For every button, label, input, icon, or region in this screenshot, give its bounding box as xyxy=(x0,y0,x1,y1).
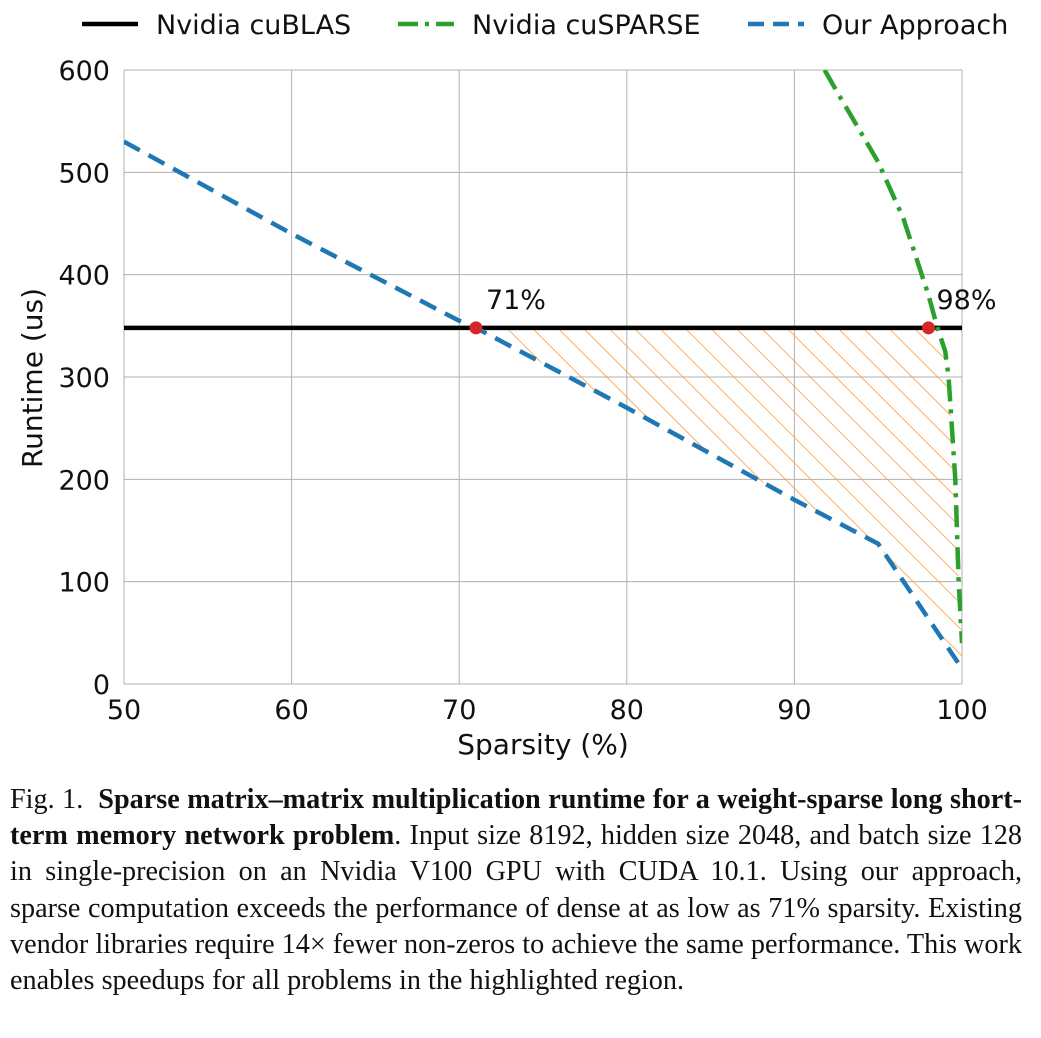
y-tick-label: 400 xyxy=(58,261,110,292)
x-tick-label: 60 xyxy=(274,695,308,726)
y-tick-label: 0 xyxy=(93,670,110,701)
highlighted-region xyxy=(475,325,962,669)
series-line-nvidia-cusparse xyxy=(822,70,962,644)
caption-prefix: Fig. 1. xyxy=(10,784,84,815)
caption-title: Sparse matrix–matrix multiplication runt… xyxy=(10,784,1022,852)
y-axis-label: Runtime (us) xyxy=(16,288,49,468)
y-tick-label: 500 xyxy=(58,158,110,189)
highlighted-region-fill xyxy=(475,325,962,669)
y-tick-label: 300 xyxy=(58,363,110,394)
x-tick-label: 50 xyxy=(107,695,141,726)
legend: Nvidia cuBLAS Nvidia cuSPARSE Our Approach xyxy=(82,10,1008,41)
y-tick-label: 100 xyxy=(58,568,110,599)
figure-caption: Fig. 1. Sparse matrix–matrix multiplicat… xyxy=(10,782,1022,999)
legend-label: Nvidia cuSPARSE xyxy=(472,10,701,41)
caption-text: . Input size 8192, hidden size 2048, and… xyxy=(10,820,1022,997)
y-tick-label: 200 xyxy=(58,465,110,496)
x-axis-label: Sparsity (%) xyxy=(457,728,629,761)
crossover-point xyxy=(921,321,935,335)
x-tick-label: 100 xyxy=(936,695,988,726)
crossover-markers: 71% 98% xyxy=(469,285,996,335)
legend-label: Nvidia cuBLAS xyxy=(156,10,351,41)
x-tick-label: 80 xyxy=(610,695,644,726)
legend-label: Our Approach xyxy=(822,10,1008,41)
crossover-label: 98% xyxy=(936,285,996,316)
runtime-vs-sparsity-chart: 71% 98% 50 60 70 80 90 100 0 100 200 300 400 500 600 … xyxy=(16,10,1008,761)
x-tick-label: 90 xyxy=(777,695,811,726)
y-tick-label: 600 xyxy=(58,56,110,87)
x-tick-label: 70 xyxy=(442,695,476,726)
series-line-our-approach xyxy=(124,139,962,670)
crossover-label: 71% xyxy=(486,285,546,316)
crossover-point xyxy=(469,321,483,335)
tick-labels: 50 60 70 80 90 100 0 100 200 300 400 500 600 xyxy=(58,56,987,726)
plot-series xyxy=(124,70,962,670)
chart-svg: 71% 98% 50 60 70 80 90 1000100200300400500600 … xyxy=(16,10,1008,761)
